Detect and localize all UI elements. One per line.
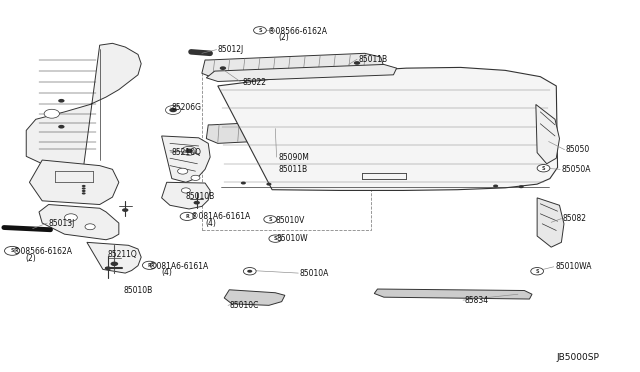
Polygon shape	[206, 64, 397, 81]
Polygon shape	[87, 242, 141, 273]
Text: R: R	[186, 214, 189, 219]
Text: (4): (4)	[205, 219, 216, 228]
Circle shape	[85, 224, 95, 230]
Circle shape	[122, 208, 129, 212]
Text: 85013J: 85013J	[49, 219, 75, 228]
Circle shape	[44, 109, 60, 118]
Text: R: R	[148, 263, 152, 268]
Text: ®081A6-6161A: ®081A6-6161A	[149, 262, 208, 270]
Text: S: S	[273, 236, 277, 241]
Polygon shape	[162, 182, 210, 209]
Circle shape	[82, 192, 86, 195]
Circle shape	[58, 99, 65, 103]
Circle shape	[185, 148, 193, 153]
Text: 85022: 85022	[242, 78, 266, 87]
Circle shape	[4, 246, 20, 255]
Text: 85010V: 85010V	[275, 216, 305, 225]
Circle shape	[243, 267, 256, 275]
Circle shape	[105, 266, 111, 270]
Text: 85211Q: 85211Q	[108, 250, 138, 259]
Text: 85082: 85082	[563, 214, 587, 223]
Text: 85012J: 85012J	[218, 45, 244, 54]
Polygon shape	[374, 289, 532, 299]
Text: 85010B: 85010B	[124, 286, 152, 295]
Polygon shape	[162, 136, 210, 182]
Circle shape	[181, 188, 190, 193]
Text: (2): (2)	[25, 254, 36, 263]
Text: ®08566-6162A: ®08566-6162A	[13, 247, 72, 256]
Polygon shape	[26, 43, 141, 169]
Circle shape	[82, 187, 86, 190]
Text: 85011B: 85011B	[358, 55, 387, 64]
Text: S: S	[258, 28, 262, 33]
Circle shape	[191, 175, 200, 180]
Text: 85010B: 85010B	[186, 192, 215, 201]
Circle shape	[518, 185, 524, 188]
Polygon shape	[218, 67, 557, 190]
Text: S: S	[536, 269, 539, 274]
Circle shape	[82, 190, 86, 192]
Text: ®08566-6162A: ®08566-6162A	[268, 26, 326, 36]
Polygon shape	[224, 290, 285, 305]
Circle shape	[531, 267, 543, 275]
Circle shape	[253, 27, 266, 34]
Text: (2): (2)	[278, 33, 289, 42]
Bar	[202, 73, 371, 231]
Circle shape	[180, 212, 194, 221]
Polygon shape	[206, 116, 390, 143]
Circle shape	[537, 164, 550, 172]
Circle shape	[247, 270, 252, 273]
Circle shape	[241, 182, 246, 185]
Circle shape	[58, 125, 65, 129]
Text: (4): (4)	[162, 268, 173, 277]
Polygon shape	[29, 160, 119, 205]
Text: S: S	[268, 217, 272, 222]
Text: 85010A: 85010A	[300, 269, 329, 278]
Circle shape	[65, 214, 77, 221]
Text: 85050: 85050	[566, 145, 590, 154]
Text: 85010C: 85010C	[229, 301, 259, 310]
Text: JB5000SP: JB5000SP	[556, 353, 599, 362]
Text: ®081A6-6161A: ®081A6-6161A	[191, 212, 250, 221]
Text: S: S	[10, 248, 14, 253]
Text: 85090M: 85090M	[278, 153, 309, 161]
Circle shape	[264, 216, 276, 223]
Text: 85011B: 85011B	[278, 165, 308, 174]
Text: 85834: 85834	[465, 296, 488, 305]
Circle shape	[82, 185, 86, 187]
Text: 85210Q: 85210Q	[172, 148, 202, 157]
Circle shape	[193, 201, 200, 205]
Circle shape	[111, 262, 118, 266]
Circle shape	[493, 185, 498, 187]
Polygon shape	[39, 205, 119, 240]
Circle shape	[220, 66, 226, 70]
Text: 85050A: 85050A	[561, 165, 591, 174]
Polygon shape	[537, 198, 564, 247]
Circle shape	[170, 108, 177, 112]
Polygon shape	[202, 53, 384, 77]
Text: 85010W: 85010W	[276, 234, 308, 243]
Circle shape	[354, 61, 360, 65]
Text: S: S	[542, 166, 545, 171]
Circle shape	[266, 183, 271, 186]
Circle shape	[269, 235, 282, 242]
Circle shape	[143, 261, 157, 269]
Text: 85010WA: 85010WA	[555, 262, 591, 271]
Polygon shape	[536, 105, 559, 164]
Circle shape	[177, 168, 188, 174]
Text: 85206G: 85206G	[172, 103, 202, 112]
